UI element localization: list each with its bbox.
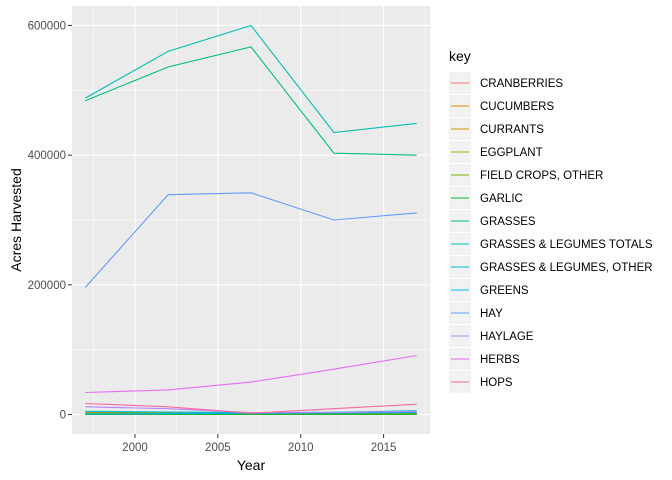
series-line-grasses-legumes-totals xyxy=(85,24,417,134)
legend-label-greens: GREENS xyxy=(480,285,529,297)
y-tick-label: 0 xyxy=(60,410,66,422)
y-tick-label: 400000 xyxy=(28,150,66,162)
legend-label-herbs: HERBS xyxy=(480,354,520,366)
legend-label-grasses-legumes-other: GRASSES & LEGUMES, OTHER xyxy=(480,262,653,274)
x-tick-label: 2000 xyxy=(122,442,148,454)
legend-label-garlic: GARLIC xyxy=(480,193,523,205)
y-tick-label: 600000 xyxy=(28,20,66,32)
grid-minor xyxy=(72,6,430,434)
series-line-hay xyxy=(84,192,417,288)
y-axis-title: Acres Harvested xyxy=(8,168,24,271)
series-line-herbs xyxy=(85,354,417,394)
legend-label-hay: HAY xyxy=(480,308,503,320)
series-lines xyxy=(84,24,417,416)
legend-label-cucumbers: CUCUMBERS xyxy=(480,101,554,113)
series-line-hops xyxy=(85,402,417,414)
x-tick-label: 2010 xyxy=(288,442,314,454)
legend-label-hops: HOPS xyxy=(480,377,513,389)
legend-label-grasses: GRASSES xyxy=(480,216,536,228)
x-tick-label: 2015 xyxy=(371,442,397,454)
legend-title: key xyxy=(449,48,471,64)
legend-label-field-crops-other: FIELD CROPS, OTHER xyxy=(480,170,603,182)
series-line-haylage xyxy=(85,406,417,414)
y-tick-label: 200000 xyxy=(28,280,66,292)
legend-label-haylage: HAYLAGE xyxy=(480,331,534,343)
x-axis-title: Year xyxy=(237,457,266,473)
legend-label-currants: CURRANTS xyxy=(480,124,544,136)
x-axis: 2000 2005 2010 2015 xyxy=(122,434,396,454)
x-tick-label: 2005 xyxy=(205,442,231,454)
grid-major xyxy=(72,6,430,434)
legend: key CRANBERRIES CUCUMBERS CURRANTS EGGPLANT… xyxy=(449,48,653,393)
legend-label-grasses-legumes-totals: GRASSES & LEGUMES TOTALS xyxy=(480,239,653,251)
legend-label-eggplant: EGGPLANT xyxy=(480,147,543,159)
y-axis: 0 200000 400000 600000 xyxy=(28,20,72,422)
legend-label-cranberries: CRANBERRIES xyxy=(480,78,563,90)
series-line-grasses xyxy=(85,46,417,156)
